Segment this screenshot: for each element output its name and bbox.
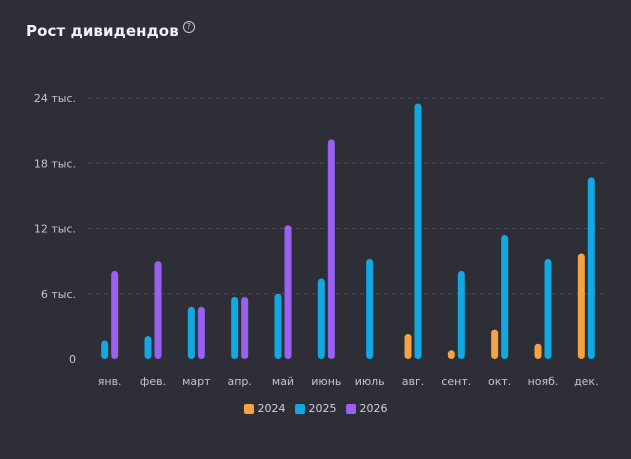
- y-tick-label: 18 тыс.: [34, 157, 76, 170]
- y-tick-label: 0: [69, 353, 76, 366]
- x-tick-label: авг.: [402, 375, 425, 388]
- bar-2024-9: [491, 329, 499, 359]
- bar-2026-1: [154, 261, 162, 359]
- bar-2025-8: [457, 270, 465, 359]
- y-tick-label: 24 тыс.: [34, 92, 76, 105]
- legend-label: 2024: [257, 402, 286, 415]
- bar-2025-11: [587, 177, 595, 359]
- x-tick-label: июль: [355, 375, 385, 388]
- bar-2024-10: [534, 343, 542, 359]
- bar-2024-8: [447, 350, 455, 359]
- bar-2025-10: [544, 258, 552, 359]
- y-tick-label: 12 тыс.: [34, 223, 76, 236]
- legend-swatch: [345, 403, 356, 414]
- bar-2025-7: [414, 103, 422, 359]
- y-tick-label: 6 тыс.: [41, 288, 76, 301]
- bar-2025-6: [366, 258, 374, 359]
- bar-2025-3: [231, 297, 239, 359]
- legend-label: 2026: [359, 402, 388, 415]
- bar-2026-5: [327, 139, 335, 359]
- x-tick-label: фев.: [140, 375, 166, 388]
- x-tick-label: янв.: [98, 375, 122, 388]
- chart-legend: 2024 2025 2026: [0, 402, 631, 415]
- bar-2026-3: [241, 297, 249, 359]
- bar-2026-4: [284, 225, 292, 359]
- x-tick-label: май: [272, 375, 294, 388]
- bar-2025-2: [187, 306, 195, 359]
- legend-item-2026[interactable]: 2026: [345, 402, 388, 415]
- bar-2025-1: [144, 336, 152, 359]
- x-tick-label: апр.: [227, 375, 251, 388]
- x-tick-label: окт.: [488, 375, 511, 388]
- legend-swatch: [243, 403, 254, 414]
- x-tick-label: июнь: [311, 375, 341, 388]
- bar-2025-4: [274, 293, 282, 359]
- chart-title: Рост дивидендов: [26, 22, 179, 40]
- x-tick-label: сент.: [441, 375, 471, 388]
- x-tick-label: март: [182, 375, 211, 388]
- x-tick-label: нояб.: [528, 375, 559, 388]
- legend-item-2024[interactable]: 2024: [243, 402, 286, 415]
- chart-header: Рост дивидендов ?: [26, 21, 195, 40]
- bar-2026-2: [197, 306, 205, 359]
- legend-label: 2025: [308, 402, 337, 415]
- legend-item-2025[interactable]: 2025: [294, 402, 337, 415]
- bar-2025-0: [101, 340, 109, 359]
- bar-2024-11: [577, 253, 585, 359]
- bar-2025-9: [501, 235, 509, 359]
- bar-chart: 0 6 тыс. 12 тыс. 18 тыс. 24 тыс. янв. фев. март…: [34, 92, 608, 388]
- bar-2026-0: [111, 270, 119, 359]
- legend-swatch: [294, 403, 305, 414]
- bar-2024-7: [404, 333, 412, 359]
- x-tick-label: дек.: [574, 375, 599, 388]
- bar-2025-5: [317, 278, 325, 359]
- question-circle-icon[interactable]: ?: [182, 21, 195, 33]
